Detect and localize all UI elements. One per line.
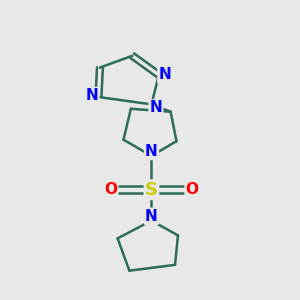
Text: S: S [145,181,158,199]
Text: N: N [158,68,171,82]
Text: N: N [145,144,158,159]
Text: N: N [85,88,98,103]
Text: O: O [104,182,117,197]
Text: O: O [186,182,199,197]
Text: N: N [145,209,158,224]
Text: N: N [149,100,162,116]
